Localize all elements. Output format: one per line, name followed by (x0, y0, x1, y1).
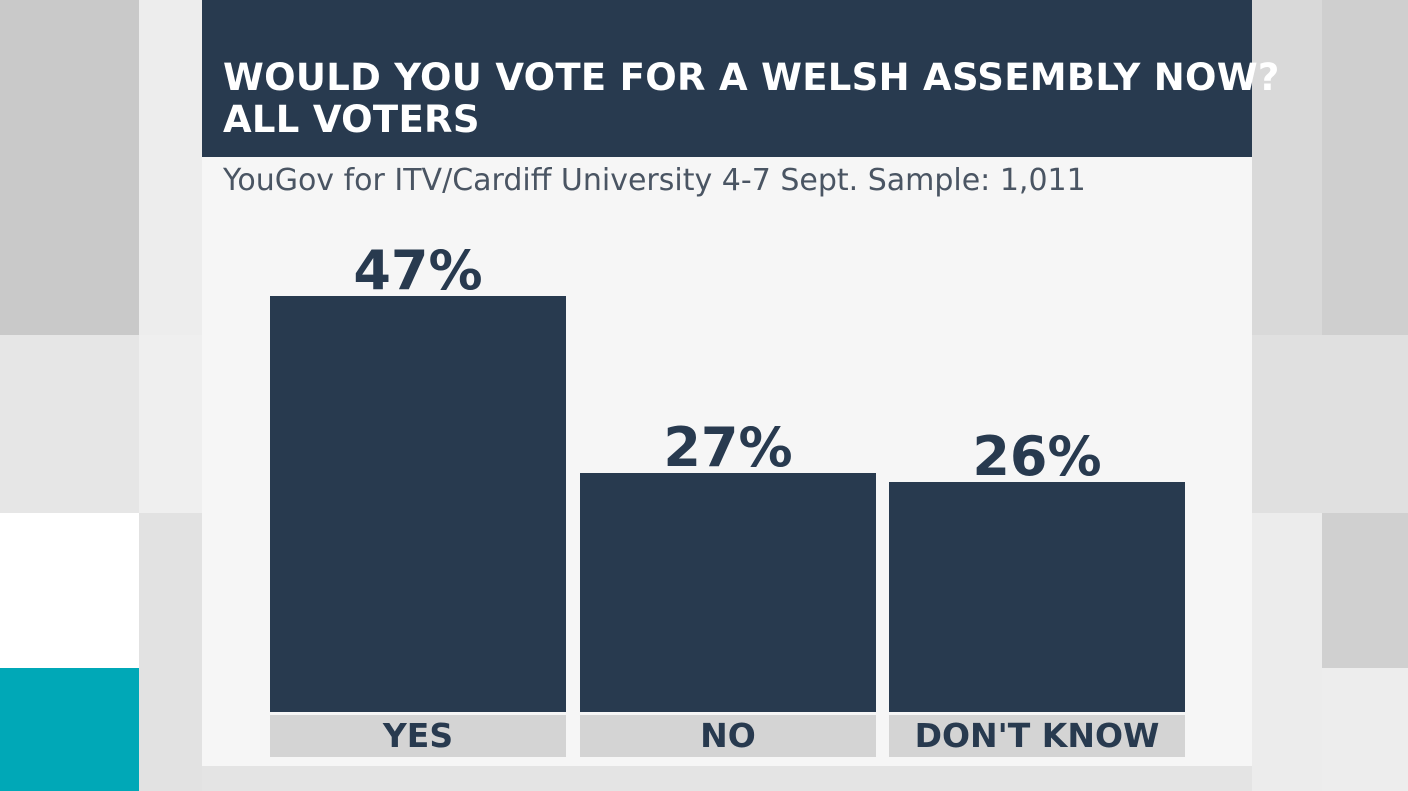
chart-title-line1: WOULD YOU VOTE FOR A WELSH ASSEMBLY NOW? (223, 56, 1280, 99)
background-tile (0, 0, 139, 335)
category-label-box (270, 715, 566, 757)
bar-yes (270, 296, 566, 712)
background-tile (139, 335, 202, 513)
bar-no (580, 473, 876, 712)
background-tile (0, 335, 139, 513)
category-label-box (889, 715, 1185, 757)
category-label: YES (382, 716, 454, 755)
background-tile (139, 513, 202, 791)
bar-don-t-know (889, 482, 1185, 712)
background-tile (1322, 513, 1408, 668)
category-label: DON'T KNOW (914, 716, 1160, 755)
background-tile (139, 0, 202, 335)
category-label: NO (700, 716, 756, 755)
background-tile (0, 513, 139, 668)
background-tile (1322, 0, 1408, 335)
background-tile (1252, 513, 1322, 791)
title-banner (202, 0, 1252, 157)
chart-title-line2: ALL VOTERS (223, 98, 480, 141)
bar-value-label: 26% (972, 425, 1102, 488)
chart-subtitle: YouGov for ITV/Cardiff University 4-7 Se… (223, 163, 1086, 198)
accent-block (0, 668, 139, 791)
background-tile (202, 766, 1252, 791)
bar-value-label: 27% (663, 416, 793, 479)
background-tile (1322, 668, 1408, 791)
bar-value-label: 47% (353, 239, 483, 302)
background-tile (1252, 335, 1408, 513)
category-label-box (580, 715, 876, 757)
background-tile (1252, 0, 1322, 335)
